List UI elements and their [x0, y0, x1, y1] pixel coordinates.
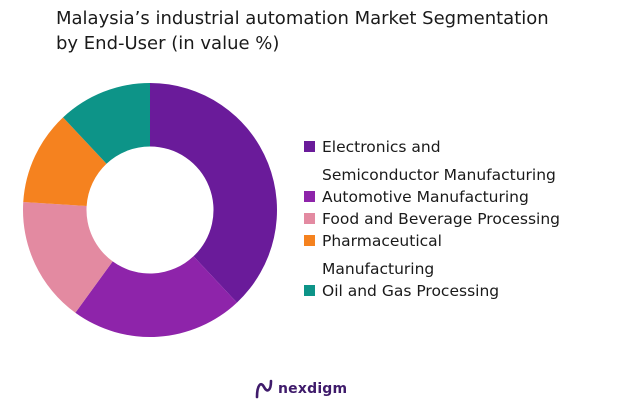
brand-name: nexdigm [278, 381, 348, 397]
legend-swatch [304, 141, 315, 152]
legend-label: Food and Beverage Processing [322, 208, 604, 230]
legend-item-4: Pharmaceutical Manufacturing [304, 230, 604, 280]
chart-title: Malaysia’s industrial automation Market … [56, 6, 596, 56]
chart-title-line-1: Malaysia’s industrial automation Market … [56, 8, 549, 29]
donut-slice-4 [23, 117, 107, 207]
nexdigm-logo-icon [255, 379, 273, 399]
legend-label-line: Pharmaceutical [322, 232, 442, 250]
legend-label: Automotive Manufacturing [322, 186, 604, 208]
brand-logo: nexdigm [255, 378, 347, 400]
legend-label-line: Semiconductor Manufacturing [322, 166, 556, 184]
chart-title-line-2: by End-User (in value %) [56, 33, 280, 54]
donut-slice-1 [150, 83, 277, 303]
legend-swatch [304, 213, 315, 224]
legend-label-line: Oil and Gas Processing [322, 282, 500, 300]
legend-swatch [304, 191, 315, 202]
legend-swatch [304, 285, 315, 296]
legend-label-line: Food and Beverage Processing [322, 210, 561, 228]
legend-label-line: Electronics and [322, 138, 441, 156]
legend-swatch [304, 235, 315, 246]
legend-label-line: Automotive Manufacturing [322, 188, 529, 206]
legend-item-1: Electronics and Semiconductor Manufacturi… [304, 136, 604, 186]
chart-legend: Electronics and Semiconductor Manufacturi… [304, 136, 604, 302]
donut-slice-5 [63, 83, 151, 164]
legend-item-2: Automotive Manufacturing [304, 186, 604, 208]
legend-item-3: Food and Beverage Processing [304, 208, 604, 230]
legend-label: Pharmaceutical Manufacturing [322, 230, 604, 280]
legend-label: Electronics and Semiconductor Manufacturi… [322, 136, 604, 186]
donut-slice-3 [23, 202, 113, 313]
legend-label-line: Manufacturing [322, 260, 435, 278]
legend-label: Oil and Gas Processing [322, 280, 604, 302]
donut-slices [23, 83, 277, 337]
donut-slice-2 [75, 256, 237, 337]
legend-item-5: Oil and Gas Processing [304, 280, 604, 302]
